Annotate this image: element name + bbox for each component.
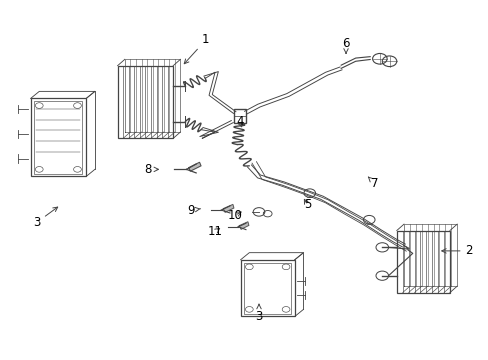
Text: 5: 5 [303, 198, 310, 211]
Text: 6: 6 [342, 37, 349, 53]
Text: 9: 9 [187, 204, 200, 217]
Text: 11: 11 [207, 225, 223, 238]
Text: 7: 7 [367, 177, 378, 190]
Bar [117, 66, 173, 138]
Polygon shape [188, 162, 201, 171]
Text: 8: 8 [144, 163, 158, 176]
Text: 3: 3 [255, 304, 262, 323]
Bar [244, 262, 290, 314]
Text: 3: 3 [33, 207, 58, 229]
Text: 1: 1 [184, 33, 209, 64]
Text: 10: 10 [227, 209, 242, 222]
Bar [396, 230, 449, 293]
Polygon shape [223, 204, 233, 212]
Polygon shape [239, 222, 248, 229]
Bar [240, 260, 294, 316]
Text: 4: 4 [235, 115, 243, 128]
Bar [34, 101, 82, 174]
Bar [233, 109, 245, 123]
Text: 2: 2 [441, 244, 472, 257]
Bar [31, 99, 86, 176]
